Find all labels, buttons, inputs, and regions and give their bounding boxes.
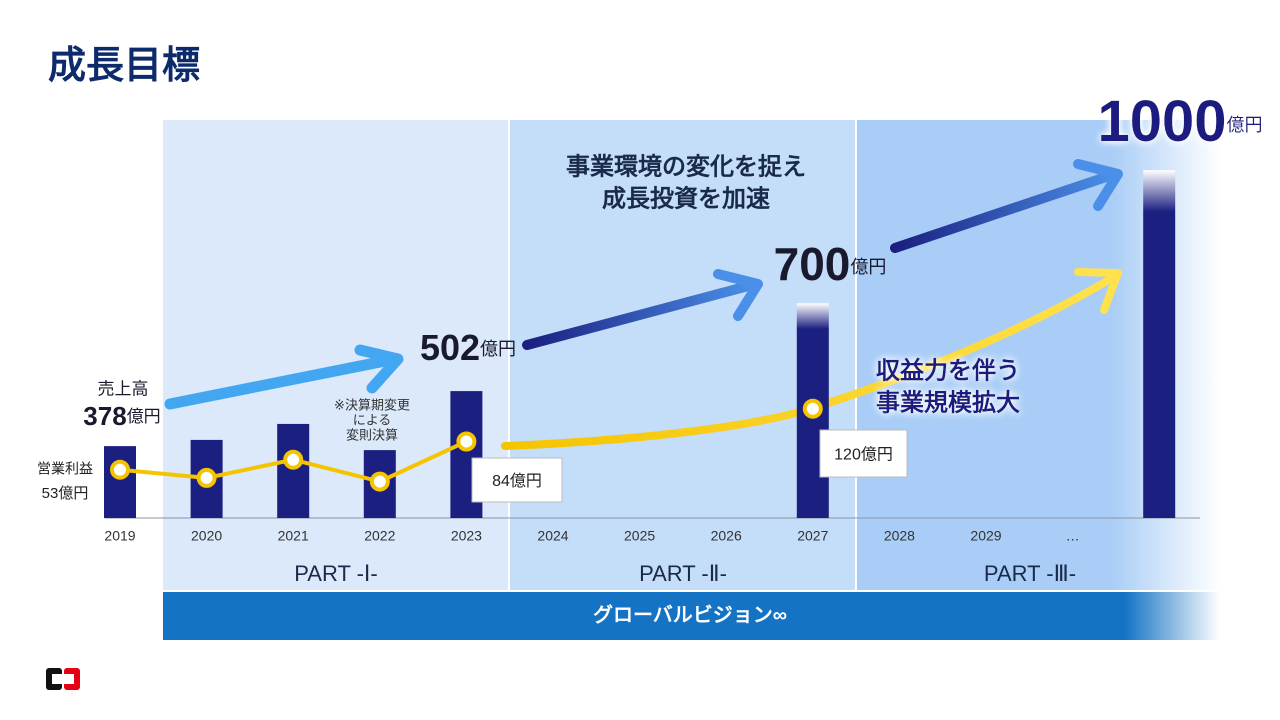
series-name: 売上高 [98,379,149,398]
phase-label: PART -Ⅱ- [639,561,727,586]
value-number: 502 [420,327,480,368]
point [456,431,477,452]
point [802,398,823,419]
value-number: 1000 [1097,89,1226,154]
value-number: 378 [83,401,126,431]
annotation: 収益力を伴う [876,356,1020,384]
point [110,459,130,480]
x-tick-label: 2024 [537,528,568,544]
bar [277,423,310,518]
note: 変則決算 [346,427,398,442]
x-tick-label: 2019 [104,528,135,544]
value-unit: 億円 [1227,115,1263,135]
point [369,471,390,492]
banner [163,592,1220,640]
note: ※決算期変更 [334,397,410,412]
bar [104,446,136,518]
bar [1143,170,1176,518]
x-tick-label: 2029 [970,528,1001,544]
logo [46,668,80,690]
phase-label: PART -Ⅲ- [984,561,1076,586]
value-unit: 億円 [850,257,886,277]
value-label: 120億円 [834,446,893,464]
x-tick-label: … [1066,528,1080,544]
slide-title: 成長目標 [48,45,200,87]
annotation: 成長投資を加速 [602,184,770,212]
label-box [819,429,908,478]
value-number: 700 [774,238,851,290]
point [283,449,304,470]
x-tick-label: 2026 [711,528,742,544]
label-box [471,457,563,503]
x-tick-label: 2023 [451,528,482,544]
value-label: 700億円 [774,238,887,290]
phase-label: PART -Ⅰ- [294,561,378,586]
value-unit: 億円 [480,339,516,359]
series-name: 営業利益 [37,461,93,477]
x-tick-label: 2022 [364,528,395,544]
annotation: 事業規模拡大 [876,389,1020,416]
value-label: 84億円 [492,472,542,490]
point [196,467,217,488]
value-unit: 億円 [127,407,161,426]
value-label: 1000億円 [1097,89,1262,154]
banner-text: グローバルビジョン∞ [593,602,787,626]
annotation: 事業環境の変化を捉え [566,153,806,180]
x-tick-label: 2027 [797,528,828,544]
note: による [353,412,392,427]
value-label: 502億円 [420,327,516,368]
value-label: 378億円 [83,401,160,431]
value-label: 53億円 [42,485,89,502]
x-tick-label: 2025 [624,528,655,544]
x-tick-label: 2021 [278,528,309,544]
x-tick-label: 2020 [191,528,222,544]
x-tick-label: 2028 [884,528,915,544]
